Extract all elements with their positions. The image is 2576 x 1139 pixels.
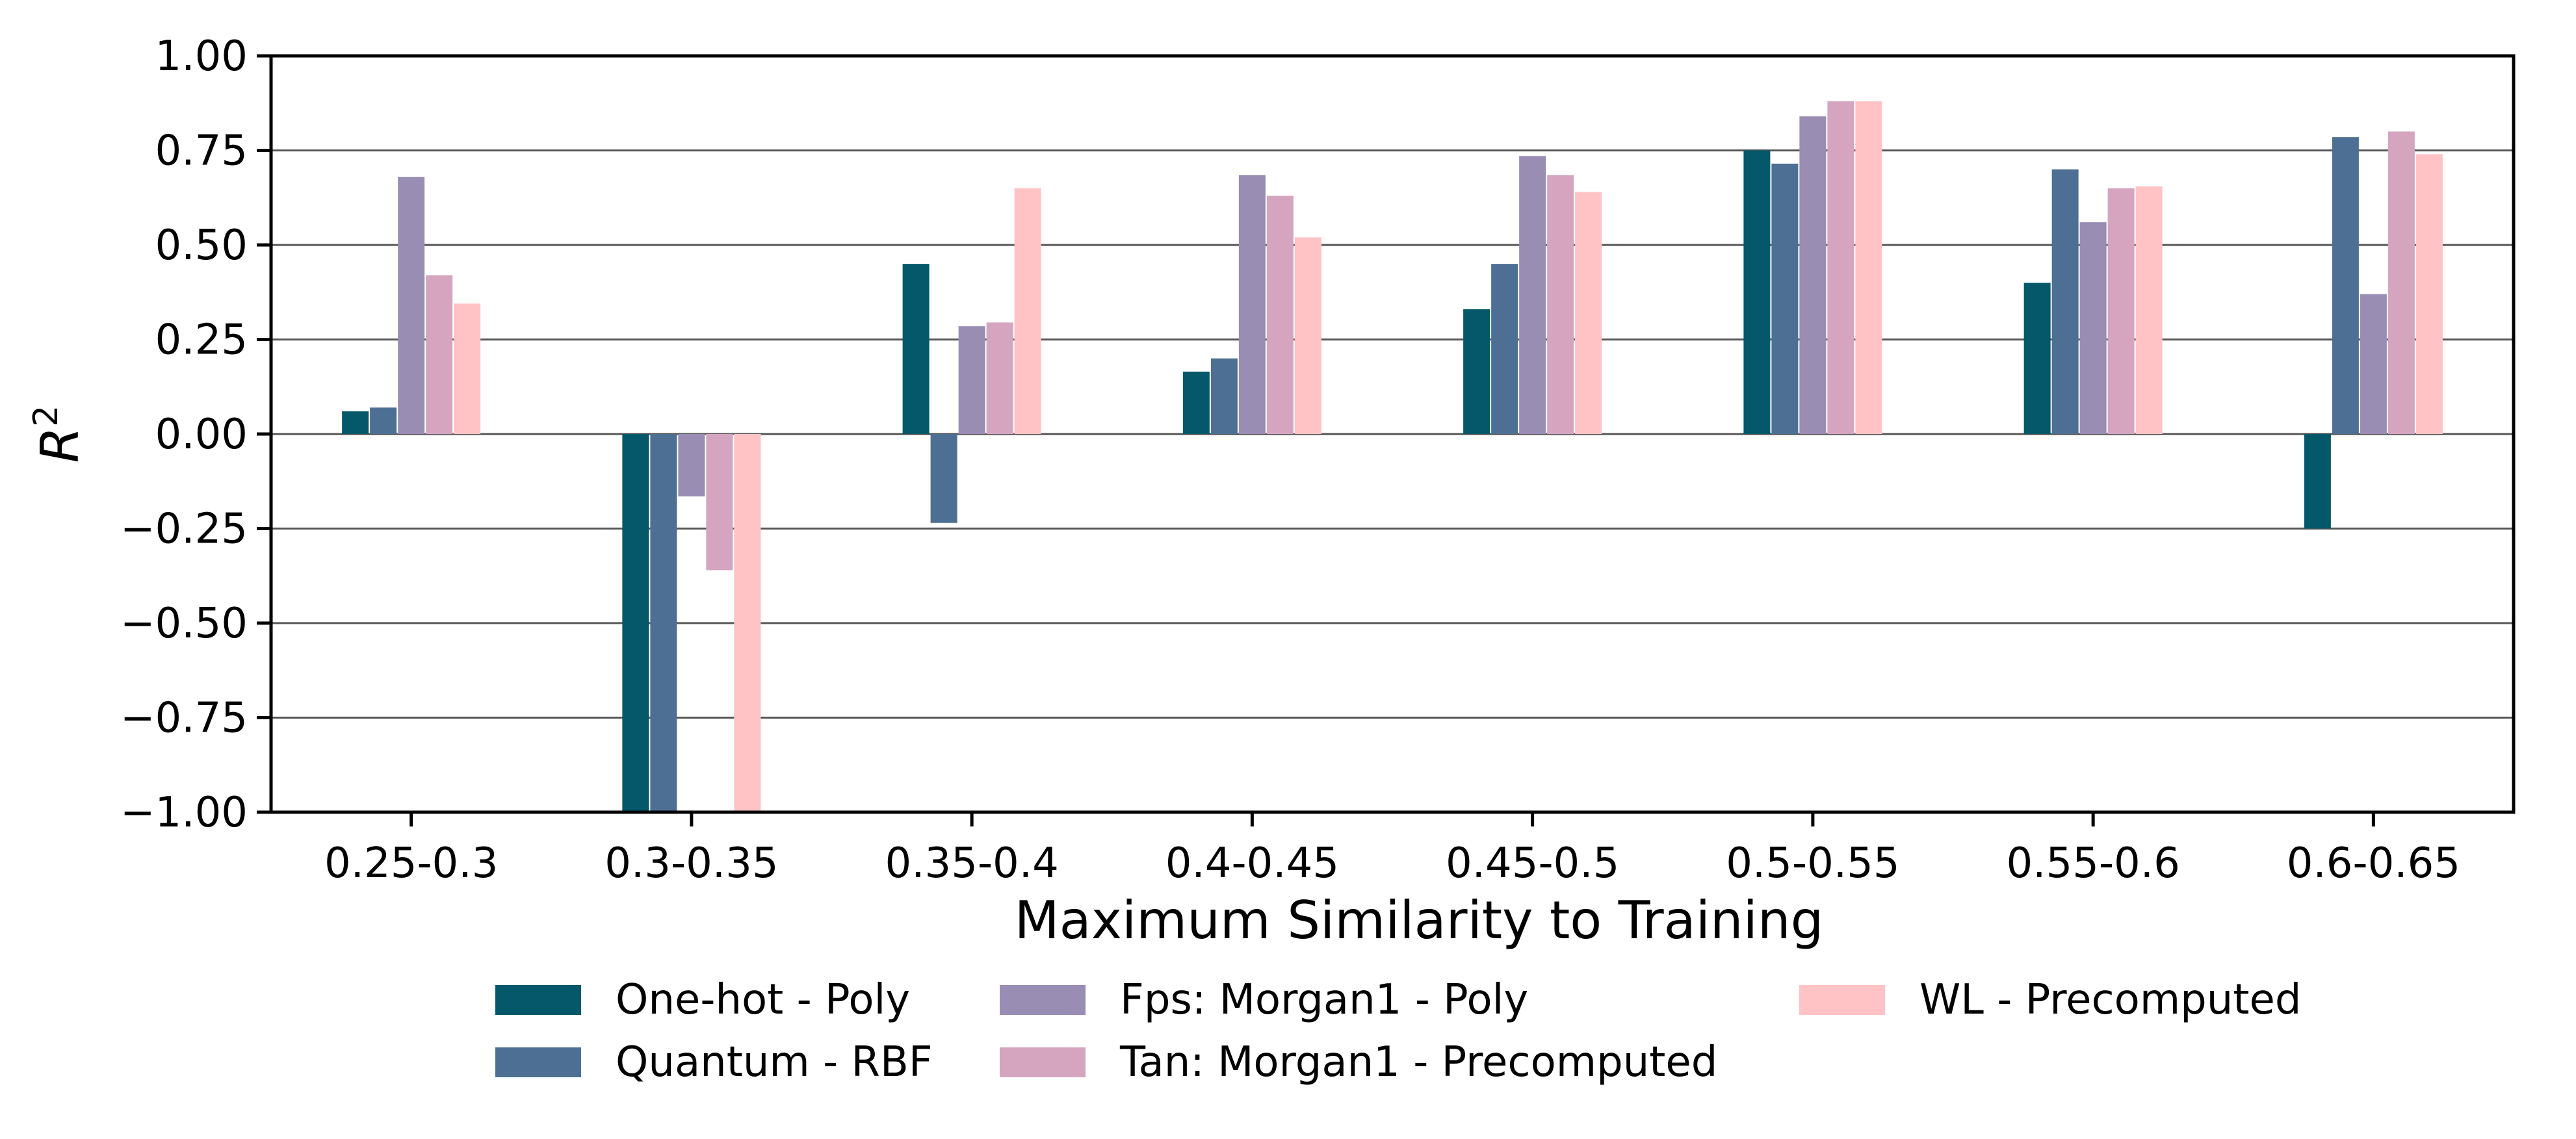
legend-label: Quantum - RBF [616,1038,933,1086]
bar [370,407,397,434]
bar [1491,264,1518,434]
bar [2135,186,2163,434]
bar [1743,150,1771,434]
bar [2051,169,2079,434]
bar [1771,163,1799,434]
x-tick-label: 0.3-0.35 [605,839,778,888]
bar [2107,188,2135,434]
bar [398,177,425,434]
y-tick-label: −0.75 [120,695,248,743]
y-tick-label: 1.00 [155,32,248,81]
legend-label: One-hot - Poly [616,976,910,1024]
y-axis-label: R2 [27,405,90,463]
x-tick-label: 0.4-0.45 [1165,839,1339,888]
bar [2079,222,2107,434]
bar [2415,154,2443,434]
bar [342,411,369,434]
bar [1182,371,1210,434]
bar [454,303,481,434]
bar [930,434,957,523]
bar [678,434,705,497]
y-tick-label: −1.00 [120,789,248,837]
bar [1547,175,1574,434]
bar [1210,358,1238,434]
bar [706,434,733,570]
x-tick-label: 0.25-0.3 [324,839,498,888]
legend-swatch [1000,1047,1086,1077]
x-tick-label: 0.5-0.55 [1726,839,1899,888]
legend-label: Tan: Morgan1 - Precomputed [1119,1038,1717,1086]
legend-item: Fps: Morgan1 - Poly [1000,976,1528,1024]
y-tick-label: 0.25 [155,316,248,365]
legend: One-hot - Poly Quantum - RBF Fps: Morgan1 … [495,976,2301,1086]
bar [622,434,649,812]
legend-label: Fps: Morgan1 - Poly [1120,976,1528,1024]
x-axis-ticks: 0.25-0.3 0.3-0.35 0.35-0.4 0.4-0.45 0.45-0.5… [324,812,2460,888]
bar [1519,156,1546,435]
bar [1463,309,1490,434]
bar [2304,434,2331,529]
bar [2023,283,2051,434]
bar [2360,294,2387,434]
bar [986,322,1013,434]
y-tick-label: 0.50 [155,222,248,270]
bar [1266,196,1294,434]
bar [1799,116,1827,434]
bar [1827,101,1854,435]
bar [902,264,930,434]
legend-item: WL - Precomputed [1799,976,2301,1024]
legend-item: Quantum - RBF [495,1038,933,1086]
bar [1575,192,1602,434]
y-axis-label-sup: 2 [27,405,66,427]
legend-item: Tan: Morgan1 - Precomputed [1000,1038,1717,1086]
y-axis-label-base: R [30,427,90,463]
bar [1855,101,1882,435]
legend-swatch [1000,985,1086,1015]
legend-swatch [495,1047,581,1077]
y-tick-label: 0.00 [155,411,248,459]
bar [1294,237,1321,434]
x-tick-label: 0.55-0.6 [2006,839,2179,888]
bar [1238,175,1266,434]
x-tick-label: 0.6-0.65 [2287,839,2460,888]
legend-item: One-hot - Poly [495,976,910,1024]
legend-swatch [1799,985,1885,1015]
y-tick-label: −0.50 [120,600,248,648]
bar [650,434,677,812]
bar [2332,137,2359,434]
bar [958,326,985,434]
bar [426,275,453,434]
legend-label: WL - Precomputed [1919,976,2301,1024]
bar [1014,188,1041,434]
x-tick-label: 0.35-0.4 [885,839,1058,888]
x-axis-label: Maximum Similarity to Training [1015,890,1824,951]
y-tick-label: −0.25 [120,506,248,554]
x-tick-label: 0.45-0.5 [1446,839,1619,888]
legend-swatch [495,985,581,1015]
y-axis-ticks: 1.00 0.75 0.50 0.25 0.00 −0.25 −0.50 −0.75 −1.00 [120,32,271,837]
y-tick-label: 0.75 [155,127,248,175]
bars [342,101,2443,812]
gridlines [271,55,2514,813]
bar [2387,131,2415,434]
bar [734,434,761,812]
